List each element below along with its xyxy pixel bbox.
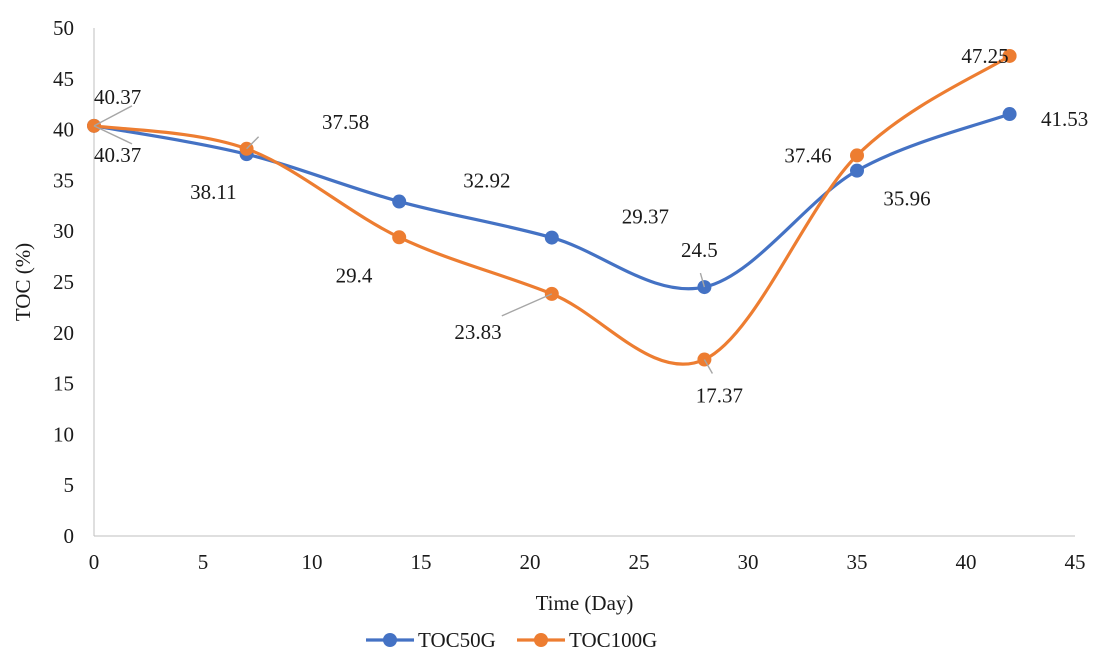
data-label-TOC50G: 38.11 bbox=[190, 180, 236, 204]
y-tick-label: 35 bbox=[53, 168, 74, 192]
x-tick-label: 10 bbox=[302, 550, 323, 574]
data-point-TOC50G bbox=[1003, 107, 1017, 121]
data-label-TOC100G: 29.4 bbox=[336, 263, 373, 287]
label-leader-line bbox=[502, 294, 552, 316]
data-point-TOC100G bbox=[850, 148, 864, 162]
data-label-TOC100G: 40.37 bbox=[94, 143, 141, 167]
x-tick-label: 25 bbox=[629, 550, 650, 574]
axes bbox=[94, 28, 1075, 536]
x-tick-label: 20 bbox=[520, 550, 541, 574]
x-tick-label: 40 bbox=[956, 550, 977, 574]
data-label-TOC100G: 23.83 bbox=[454, 320, 501, 344]
legend-swatch-marker bbox=[383, 633, 397, 647]
x-tick-label: 0 bbox=[89, 550, 100, 574]
data-point-TOC50G bbox=[392, 195, 406, 209]
x-tick-labels: 0 5 10 15 20 25 30 35 40 45 bbox=[89, 550, 1086, 574]
y-tick-labels: 0 5 10 15 20 25 30 35 40 45 50 bbox=[53, 16, 74, 548]
y-tick-label: 5 bbox=[64, 473, 75, 497]
series-line-TOC100G bbox=[94, 56, 1010, 364]
y-tick-label: 50 bbox=[53, 16, 74, 40]
data-label-TOC50G: 40.37 bbox=[94, 85, 141, 109]
x-tick-label: 30 bbox=[738, 550, 759, 574]
data-label-TOC100G: 47.25 bbox=[961, 44, 1008, 68]
data-label-TOC50G: 41.53 bbox=[1041, 107, 1088, 131]
x-tick-label: 15 bbox=[411, 550, 432, 574]
data-label-TOC100G: 37.58 bbox=[322, 110, 369, 134]
y-tick-label: 40 bbox=[53, 118, 74, 142]
y-tick-label: 10 bbox=[53, 422, 74, 446]
y-tick-label: 15 bbox=[53, 372, 74, 396]
y-tick-label: 45 bbox=[53, 67, 74, 91]
data-label-TOC50G: 32.92 bbox=[463, 169, 510, 193]
legend-label: TOC100G bbox=[569, 628, 657, 652]
data-label-TOC50G: 35.96 bbox=[883, 187, 930, 211]
data-label-TOC100G: 37.46 bbox=[784, 143, 831, 167]
x-tick-label: 5 bbox=[198, 550, 209, 574]
data-point-TOC50G bbox=[545, 231, 559, 245]
data-label-TOC100G: 17.37 bbox=[696, 384, 743, 408]
y-tick-label: 0 bbox=[64, 524, 75, 548]
y-tick-label: 25 bbox=[53, 270, 74, 294]
legend-swatch-marker bbox=[534, 633, 548, 647]
y-tick-label: 30 bbox=[53, 219, 74, 243]
series-layer bbox=[87, 49, 1017, 367]
legend: TOC50G TOC100G bbox=[366, 628, 657, 652]
data-point-TOC100G bbox=[392, 230, 406, 244]
legend-label: TOC50G bbox=[418, 628, 496, 652]
data-point-TOC50G bbox=[850, 164, 864, 178]
data-label-TOC50G: 29.37 bbox=[622, 205, 669, 229]
x-tick-label: 35 bbox=[847, 550, 868, 574]
x-tick-label: 45 bbox=[1065, 550, 1086, 574]
y-tick-label: 20 bbox=[53, 321, 74, 345]
y-axis-title: TOC (%) bbox=[11, 243, 35, 321]
data-labels: 40.37 38.11 32.92 29.37 24.5 35.96 41.53 40.37 3… bbox=[94, 44, 1088, 408]
data-label-TOC50G: 24.5 bbox=[681, 238, 718, 262]
x-axis-title: Time (Day) bbox=[536, 591, 634, 615]
